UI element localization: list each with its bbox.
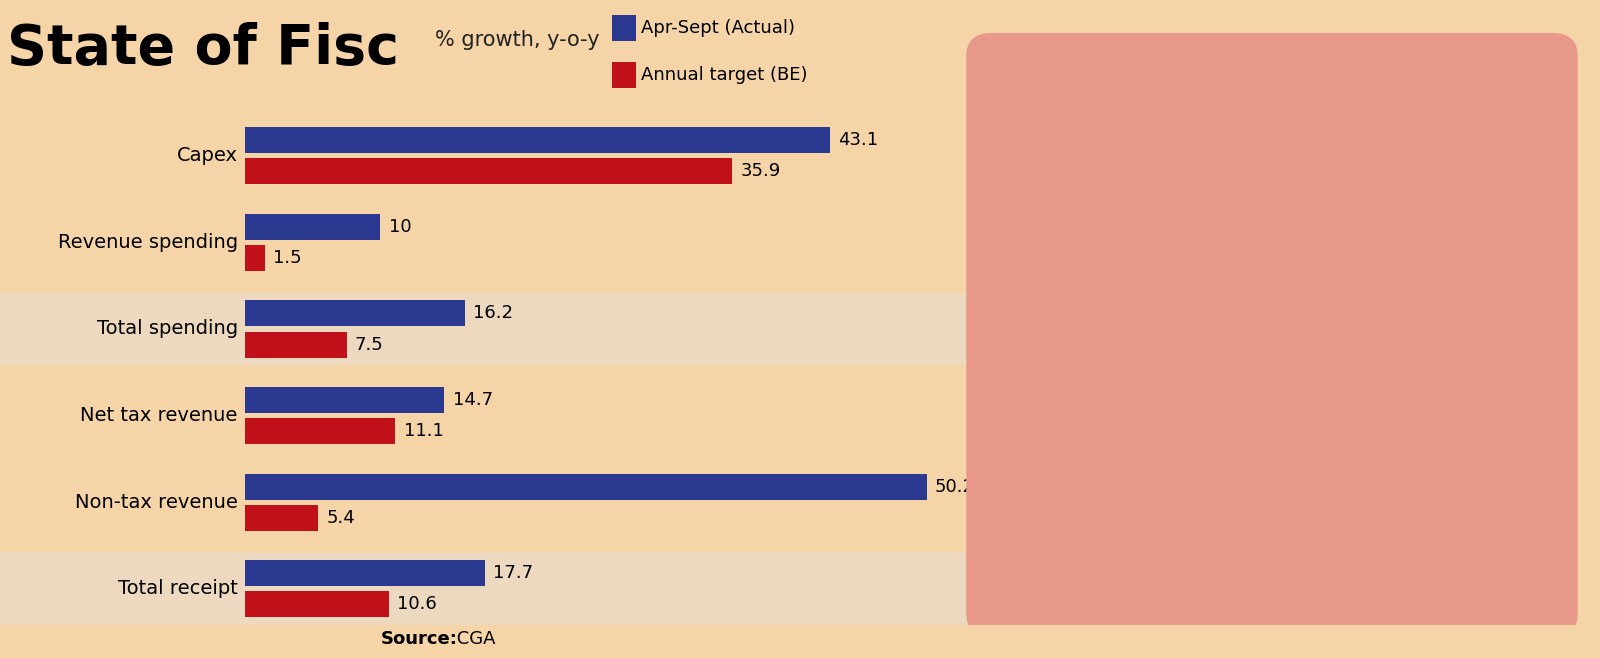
Text: Annual target (BE): Annual target (BE) bbox=[642, 66, 808, 84]
Text: 35.9: 35.9 bbox=[741, 163, 781, 180]
Bar bbox=[245, 560, 485, 586]
Bar bbox=[0, 552, 992, 625]
Text: 14.7: 14.7 bbox=[453, 391, 493, 409]
Text: Apr-Sept (Actual): Apr-Sept (Actual) bbox=[642, 18, 795, 37]
Bar bbox=[245, 592, 389, 617]
Text: Source:: Source: bbox=[381, 630, 458, 647]
Bar bbox=[245, 159, 733, 184]
Text: 17.7: 17.7 bbox=[493, 564, 533, 582]
Text: 11.1: 11.1 bbox=[403, 422, 443, 440]
Bar bbox=[245, 332, 347, 357]
Bar bbox=[245, 387, 445, 413]
Text: Net tax revenue: Net tax revenue bbox=[80, 406, 238, 425]
Bar bbox=[245, 245, 266, 271]
Text: Non-tax revenue: Non-tax revenue bbox=[75, 493, 238, 512]
Bar bbox=[245, 301, 464, 326]
Text: 10: 10 bbox=[389, 218, 411, 236]
Text: 16.2: 16.2 bbox=[474, 305, 514, 322]
Text: 50.2: 50.2 bbox=[934, 478, 974, 495]
Bar bbox=[611, 63, 635, 88]
Bar bbox=[245, 505, 318, 531]
Text: 7.5: 7.5 bbox=[355, 336, 384, 353]
Text: 1.5: 1.5 bbox=[274, 249, 302, 267]
Text: 10.6: 10.6 bbox=[397, 595, 437, 613]
Text: 43.1: 43.1 bbox=[838, 131, 878, 149]
Text: % growth, y-o-y: % growth, y-o-y bbox=[435, 30, 600, 50]
Bar bbox=[245, 127, 830, 153]
Bar bbox=[245, 474, 926, 499]
Bar bbox=[245, 418, 395, 444]
Text: State of Fisc: State of Fisc bbox=[6, 22, 398, 76]
FancyBboxPatch shape bbox=[966, 33, 1578, 637]
Text: Total spending: Total spending bbox=[96, 320, 238, 338]
Text: Capex: Capex bbox=[178, 146, 238, 165]
Bar bbox=[0, 293, 992, 365]
Text: CGA: CGA bbox=[451, 630, 496, 647]
Bar bbox=[245, 214, 381, 240]
Text: Revenue spending: Revenue spending bbox=[58, 233, 238, 252]
Text: Total receipt: Total receipt bbox=[118, 579, 238, 598]
Text: 5.4: 5.4 bbox=[326, 509, 355, 527]
Bar bbox=[611, 14, 635, 41]
